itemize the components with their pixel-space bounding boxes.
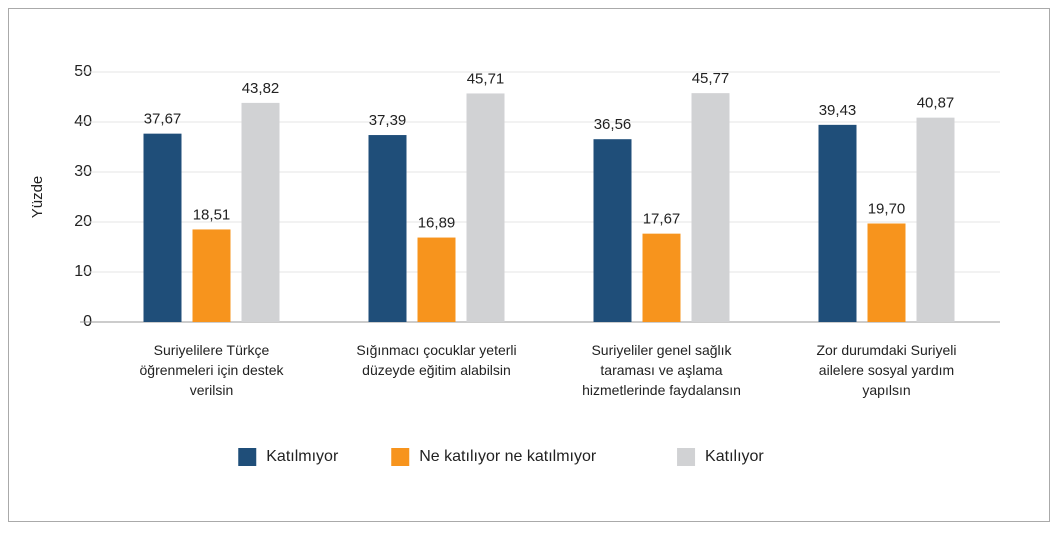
bar <box>916 117 955 323</box>
data-label: 37,39 <box>369 112 407 129</box>
bar <box>192 229 231 322</box>
x-tick-label: Sığınmacı çocuklar yeterli düzeyde eğiti… <box>356 342 517 378</box>
legend-swatch <box>391 448 410 466</box>
bar <box>867 223 906 322</box>
data-label: 43,82 <box>242 80 280 97</box>
legend-label: Ne katılıyor ne katılmıyor <box>419 448 597 465</box>
bar <box>466 93 505 322</box>
data-label: 17,67 <box>643 211 681 228</box>
data-label: 39,43 <box>819 102 857 119</box>
data-label: 45,77 <box>692 70 730 87</box>
legend-label: Katılıyor <box>705 448 764 465</box>
bar <box>143 133 182 322</box>
data-label: 16,89 <box>418 215 456 232</box>
bar <box>417 237 456 322</box>
x-tick-label: Suriyelilere Türkçe öğrenmeleri için des… <box>139 342 284 398</box>
frame <box>8 8 1050 522</box>
bar <box>691 93 730 323</box>
data-label: 36,56 <box>594 116 632 133</box>
y-axis-label: Yüzde <box>29 176 46 219</box>
x-tick-label: Suriyeliler genel sağlık taraması ve aşl… <box>582 342 741 398</box>
data-label: 19,70 <box>868 201 906 218</box>
bar <box>642 233 681 322</box>
bar <box>368 135 407 322</box>
data-label: 45,71 <box>467 70 505 87</box>
bar <box>241 102 280 323</box>
legend-swatch <box>677 448 696 466</box>
data-label: 37,67 <box>144 111 182 128</box>
legend-swatch <box>238 448 257 466</box>
bar <box>593 139 632 322</box>
bar <box>818 124 857 322</box>
legend-label: Katılmıyor <box>266 448 339 465</box>
data-label: 18,51 <box>193 206 231 223</box>
x-tick-label: Zor durumdaki Suriyeli ailelere sosyal y… <box>816 342 957 398</box>
data-label: 40,87 <box>917 95 955 112</box>
